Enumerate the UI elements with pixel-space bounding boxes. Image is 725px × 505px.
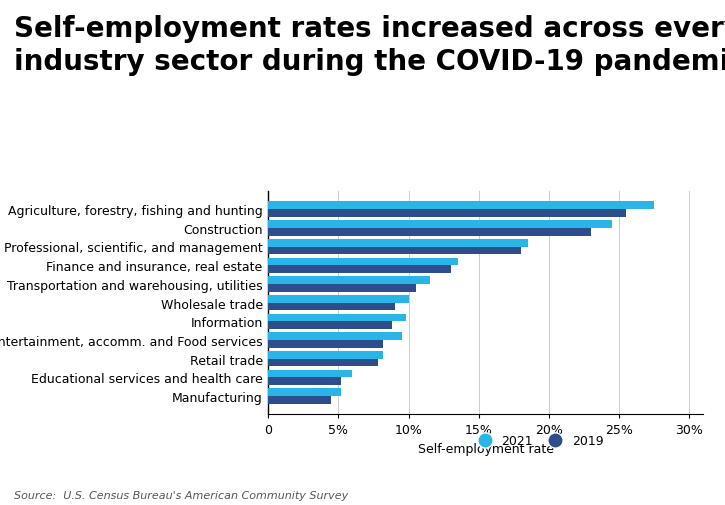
Bar [268, 359, 378, 367]
Bar [268, 266, 451, 273]
X-axis label: Self-employment rate: Self-employment rate [418, 442, 554, 454]
Bar [268, 202, 654, 210]
Bar [268, 228, 591, 236]
Bar [268, 322, 392, 329]
Bar [268, 277, 430, 284]
Bar [268, 210, 626, 217]
Bar [268, 333, 402, 340]
Bar [268, 247, 521, 255]
Bar [268, 303, 394, 311]
Bar [268, 370, 352, 378]
Bar [268, 340, 384, 348]
Legend: 2021, 2019: 2021, 2019 [468, 429, 608, 452]
Bar [268, 396, 331, 404]
Bar [268, 351, 384, 359]
Bar [268, 314, 406, 322]
Bar [268, 295, 409, 303]
Bar [268, 239, 528, 247]
Bar [268, 378, 341, 385]
Text: Self-employment rates increased across every
industry sector during the COVID-19: Self-employment rates increased across e… [14, 15, 725, 75]
Bar [268, 284, 415, 292]
Bar [268, 221, 612, 228]
Bar [268, 389, 341, 396]
Bar [268, 258, 457, 266]
Text: Source:  U.S. Census Bureau's American Community Survey: Source: U.S. Census Bureau's American Co… [14, 490, 349, 500]
